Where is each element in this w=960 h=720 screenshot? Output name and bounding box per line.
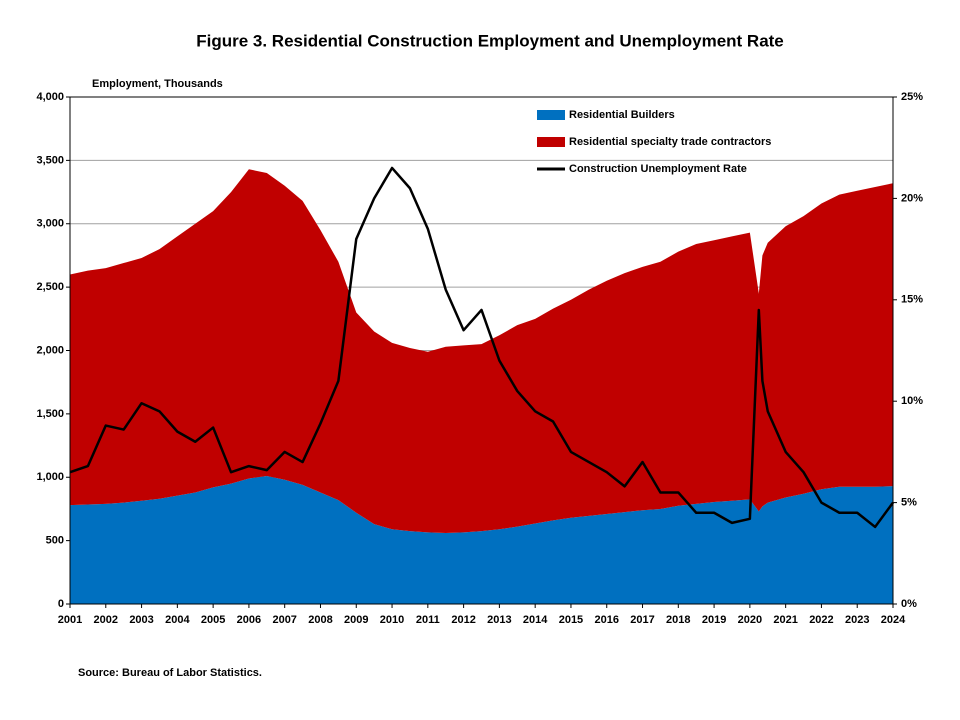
y2-tick-label: 5%	[901, 497, 917, 509]
x-tick-label: 2013	[487, 614, 511, 626]
y-tick-label: 1,500	[36, 408, 64, 420]
x-tick-label: 2012	[451, 614, 475, 626]
x-tick-label: 2022	[809, 614, 833, 626]
x-tick-label: 2005	[201, 614, 225, 626]
source: Source: Bureau of Labor Statistics.	[78, 667, 262, 679]
y-tick-label: 2,500	[36, 281, 64, 293]
area	[70, 475, 893, 604]
x-tick-label: 2006	[237, 614, 261, 626]
y-axis-label: Employment, Thousands	[92, 78, 223, 90]
y-tick-label: 500	[46, 535, 64, 547]
y2-tick-label: 20%	[901, 192, 923, 204]
x-tick-label: 2018	[666, 614, 690, 626]
x-tick-label: 2001	[58, 614, 82, 626]
legend-label: Residential specialty trade contractors	[569, 136, 771, 148]
y-tick-label: 4,000	[36, 91, 64, 103]
y2-tick-label: 25%	[901, 91, 923, 103]
legend-swatch	[537, 137, 565, 147]
x-tick-label: 2004	[165, 614, 190, 626]
x-tick-label: 2002	[94, 614, 118, 626]
x-tick-label: 2007	[272, 614, 296, 626]
x-tick-label: 2020	[738, 614, 762, 626]
y-tick-label: 3,500	[36, 154, 64, 166]
chart-title: Figure 3. Residential Construction Emplo…	[196, 31, 784, 50]
y2-tick-label: 10%	[901, 395, 923, 407]
x-tick-label: 2009	[344, 614, 368, 626]
y-tick-label: 2,000	[36, 344, 64, 356]
y-tick-label: 3,000	[36, 218, 64, 230]
legend-swatch	[537, 110, 565, 120]
x-tick-label: 2010	[380, 614, 404, 626]
line	[69, 166, 895, 529]
x-tick-label: 2017	[630, 614, 654, 626]
plot-border	[69, 96, 894, 605]
x-tick-label: 2015	[559, 614, 583, 626]
x-tick-label: 2023	[845, 614, 869, 626]
x-tick-label: 2014	[523, 614, 548, 626]
legend-label: Construction Unemployment Rate	[569, 163, 747, 175]
x-tick-label: 2008	[308, 614, 332, 626]
y2-tick-label: 15%	[901, 294, 923, 306]
legend-label: Residential Builders	[569, 109, 675, 121]
x-tick-label: 2003	[129, 614, 153, 626]
x-tick-label: 2021	[773, 614, 797, 626]
x-tick-label: 2011	[416, 614, 440, 626]
x-tick-label: 2024	[881, 614, 906, 626]
y-tick-label: 0	[58, 598, 64, 610]
y2-tick-label: 0%	[901, 598, 917, 610]
x-tick-label: 2019	[702, 614, 726, 626]
y-tick-label: 1,000	[36, 471, 64, 483]
area	[70, 169, 893, 534]
x-tick-label: 2016	[594, 614, 618, 626]
